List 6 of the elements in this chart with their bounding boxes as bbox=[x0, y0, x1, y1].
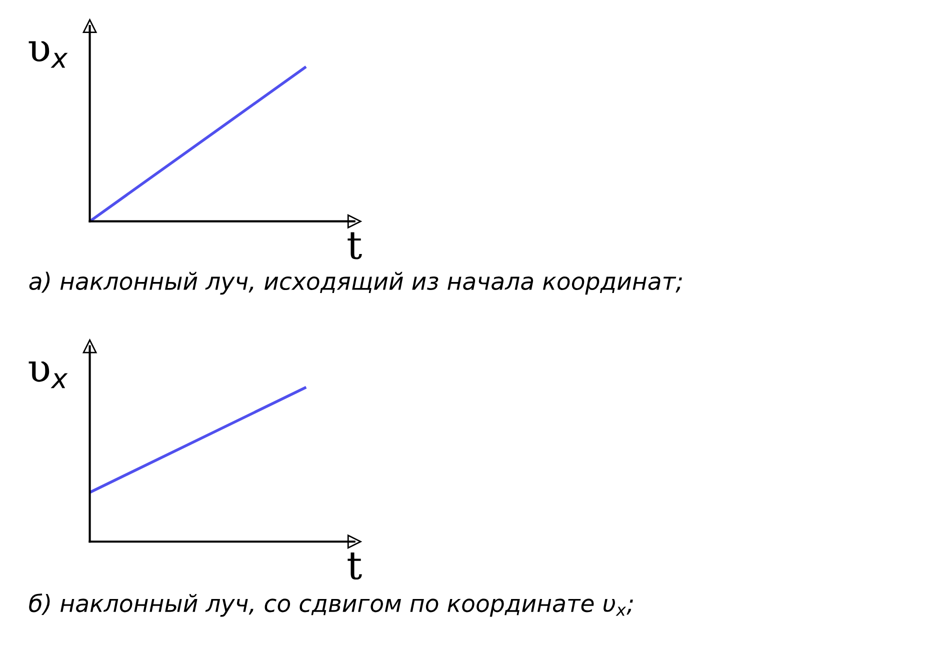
y-axis-title: υ$_{x}$ bbox=[28, 41, 68, 68]
text: а) наклонный луч, исходящий из начала координат; bbox=[29, 272, 682, 295]
x-axis-title: t bbox=[348, 552, 362, 580]
y-axis-title: υ$_{x}$ bbox=[28, 362, 68, 388]
x-axis-title: t bbox=[348, 232, 362, 260]
text: б) наклонный луч, со сдвигом по координате υ$_{x}$; bbox=[29, 594, 633, 617]
